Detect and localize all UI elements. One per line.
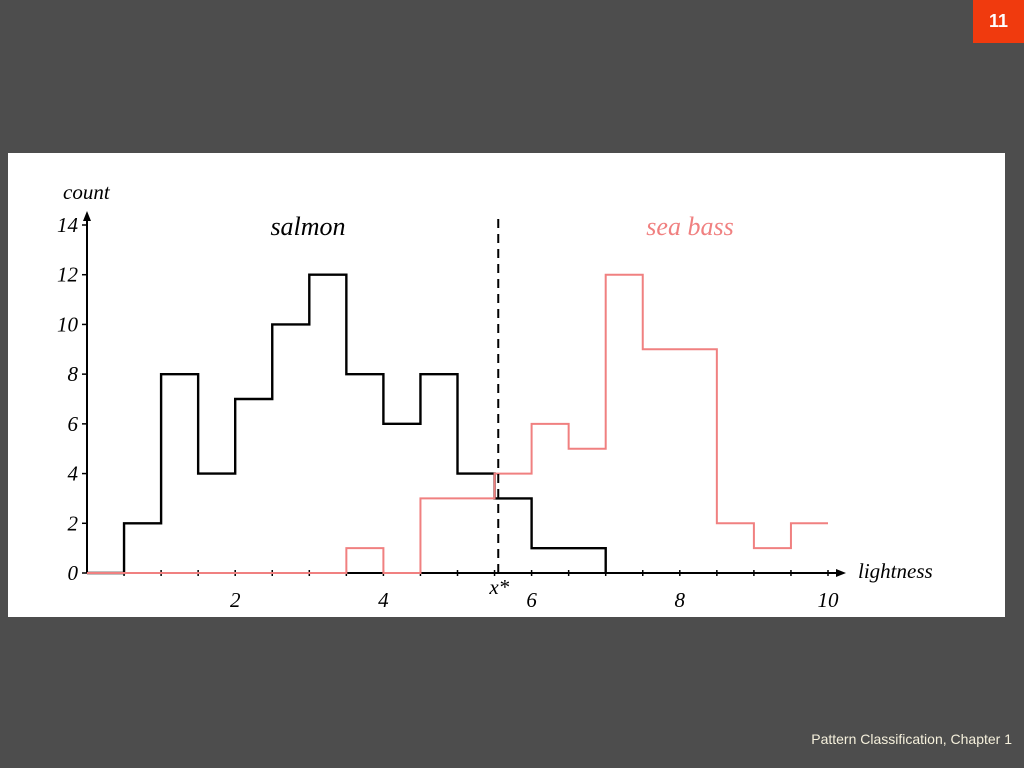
y-tick-label: 12	[57, 263, 79, 287]
series-label-salmon: salmon	[270, 212, 345, 241]
lightness-histogram-chart: 0 2 4 6 8 10 12 14 2 4 6 8 10 x* count lightness salmo…	[57, 180, 933, 612]
x-axis-arrowhead	[836, 569, 846, 577]
chart-ticks: 0 2 4 6 8 10 12 14 2 4 6 8 10	[57, 213, 839, 612]
y-tick-label: 14	[57, 213, 79, 237]
y-tick-label: 0	[68, 561, 79, 585]
histogram-panel: 0 2 4 6 8 10 12 14 2 4 6 8 10 x* count lightness salmo…	[8, 153, 1005, 617]
y-axis-title: count	[63, 180, 111, 204]
footer-text: Pattern Classification, Chapter 1	[811, 731, 1012, 747]
series-line-salmon	[87, 273, 607, 575]
chart-labels: count lightness salmon sea bass	[63, 180, 933, 583]
x-tick-label: 10	[818, 588, 840, 612]
y-tick-label: 4	[68, 462, 79, 486]
y-tick-label: 6	[68, 412, 79, 436]
series-label-sea-bass: sea bass	[646, 212, 733, 241]
chart-threshold: x*	[488, 219, 510, 599]
chart-series	[87, 273, 828, 575]
y-axis-arrowhead	[83, 211, 91, 221]
y-tick-label: 8	[68, 362, 79, 386]
y-tick-label: 2	[68, 511, 79, 535]
x-tick-label: 4	[378, 588, 389, 612]
series-line-sea-bass	[87, 273, 828, 574]
x-axis-title: lightness	[858, 559, 933, 583]
y-tick-label: 10	[57, 312, 79, 336]
x-tick-label: 8	[675, 588, 686, 612]
slide-number-badge: 11	[973, 0, 1024, 43]
x-tick-label: 2	[230, 588, 241, 612]
x-tick-label: 6	[526, 588, 537, 612]
threshold-label: x*	[488, 575, 509, 599]
